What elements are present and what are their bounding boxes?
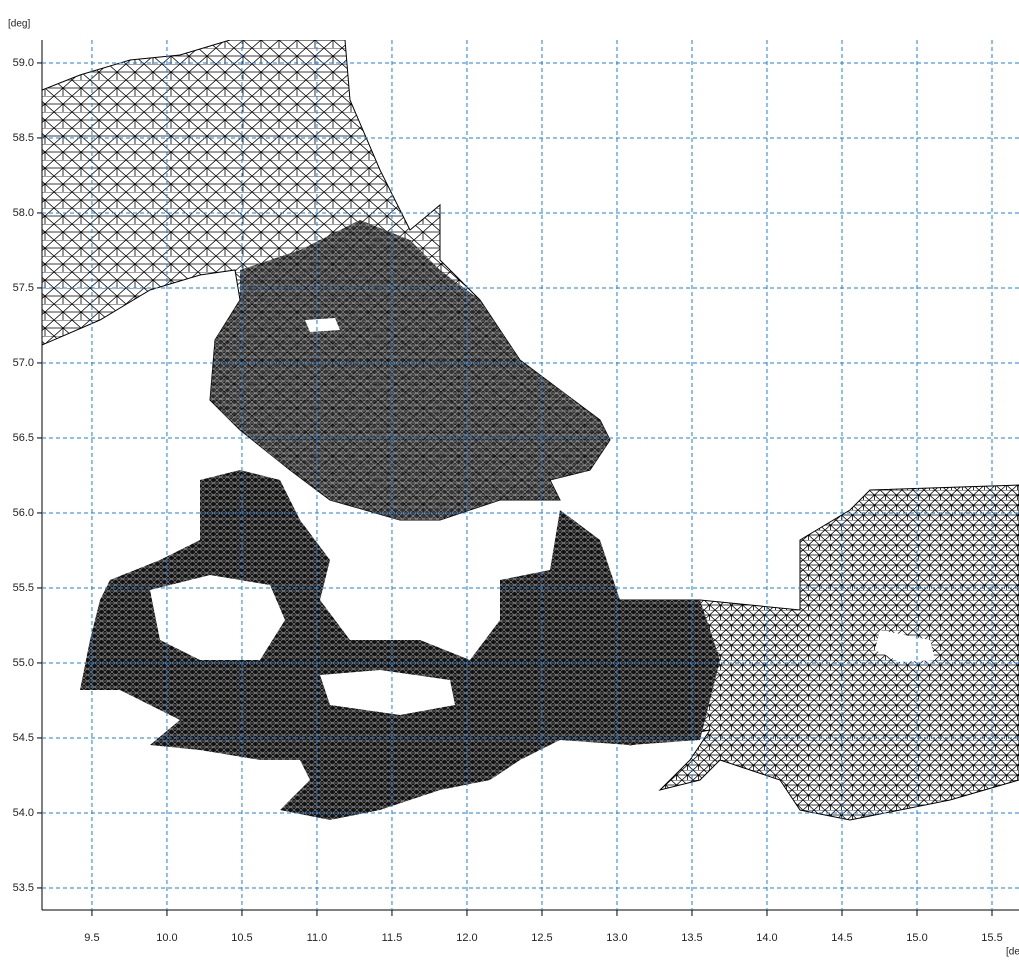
x-axis-label: [deg] [1006,947,1019,958]
island-lake [305,318,340,332]
y-tick-label: 59.0 [13,57,34,69]
y-tick-label: 58.0 [13,207,34,219]
x-tick-label: 11.5 [382,932,403,944]
x-tick-label: 11.0 [307,932,328,944]
page: Mesh html, body { margin: 0; padding: 0;… [0,0,1019,963]
x-tick-label: 10.0 [156,932,177,944]
x-tick-label: 15.0 [906,932,927,944]
x-tick-label: 13.5 [681,932,702,944]
kattegat-mesh [210,220,610,520]
y-tick-label: 55.0 [13,657,34,669]
chart: [deg] [deg] 9.5 10.0 10.5 11.0 11.5 12.0 12.5 1… [0,0,1019,963]
y-tick-label: 58.5 [13,132,34,144]
y-tick-label: 53.5 [13,882,34,894]
mesh [42,40,1019,820]
y-tick-label: 56.5 [13,432,34,444]
y-axis-label: [deg] [8,19,30,30]
body: {"chart_data": {"type": "mesh", "ylabel"… [0,0,1019,963]
y-tick-label: 57.0 [13,357,34,369]
x-tick-label: 9.5 [84,932,99,944]
x-tick-label: 13.0 [606,932,627,944]
x-tick-label: 14.0 [756,932,777,944]
y-tick-label: 57.5 [13,282,34,294]
x-tick-label: 12.0 [456,932,477,944]
y-tick-label: 56.0 [13,507,34,519]
y-tick-label: 55.5 [13,582,34,594]
x-tick-label: 10.5 [231,932,252,944]
x-tick-label: 12.5 [531,932,552,944]
y-tick-label: 54.0 [13,807,34,819]
x-tick-label: 14.5 [831,932,852,944]
y-tick-label: 54.5 [13,732,34,744]
x-tick-label: 15.5 [981,932,1002,944]
